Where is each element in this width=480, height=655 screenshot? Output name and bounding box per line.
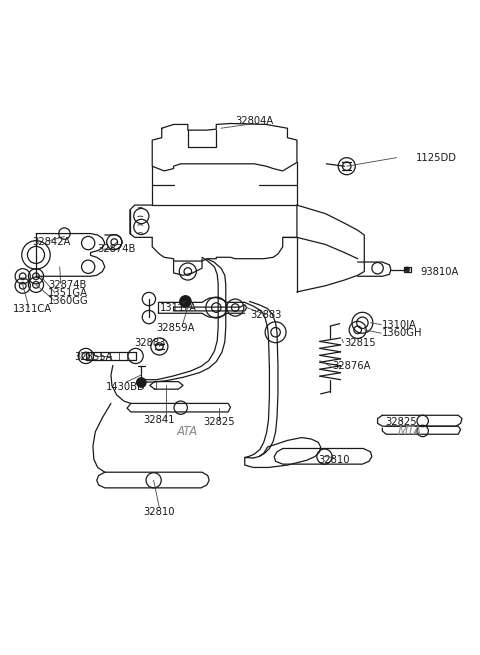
Text: 1311FA: 1311FA bbox=[160, 303, 197, 312]
Text: 32855A: 32855A bbox=[74, 352, 112, 362]
Text: 1351GA: 1351GA bbox=[48, 288, 88, 298]
Text: 32841: 32841 bbox=[144, 415, 175, 425]
Circle shape bbox=[180, 295, 191, 307]
Text: 32883: 32883 bbox=[251, 310, 282, 320]
Text: 32883: 32883 bbox=[134, 338, 166, 348]
Text: 32810: 32810 bbox=[144, 506, 175, 517]
Text: 1310JA: 1310JA bbox=[383, 320, 417, 329]
Text: 1360GG: 1360GG bbox=[48, 296, 89, 306]
Text: MTA: MTA bbox=[398, 425, 422, 438]
Text: 1430BD: 1430BD bbox=[106, 382, 146, 392]
Text: 1311CA: 1311CA bbox=[13, 305, 52, 314]
Circle shape bbox=[137, 378, 146, 387]
Text: 32825: 32825 bbox=[203, 417, 234, 428]
Text: 32874B: 32874B bbox=[97, 244, 136, 254]
Text: 32876A: 32876A bbox=[333, 362, 371, 371]
Text: 32825: 32825 bbox=[385, 417, 417, 428]
Text: 93810A: 93810A bbox=[420, 267, 459, 276]
Text: 32815: 32815 bbox=[344, 338, 376, 348]
Text: 1125DD: 1125DD bbox=[416, 153, 456, 162]
Text: 32859A: 32859A bbox=[156, 324, 195, 333]
Circle shape bbox=[405, 267, 409, 272]
Text: 1360GH: 1360GH bbox=[383, 328, 423, 338]
Text: 32804A: 32804A bbox=[235, 116, 273, 126]
Text: 32842A: 32842A bbox=[32, 237, 71, 247]
Text: ATA: ATA bbox=[176, 425, 197, 438]
Text: 32874B: 32874B bbox=[48, 280, 86, 290]
Text: 32810: 32810 bbox=[318, 455, 350, 465]
